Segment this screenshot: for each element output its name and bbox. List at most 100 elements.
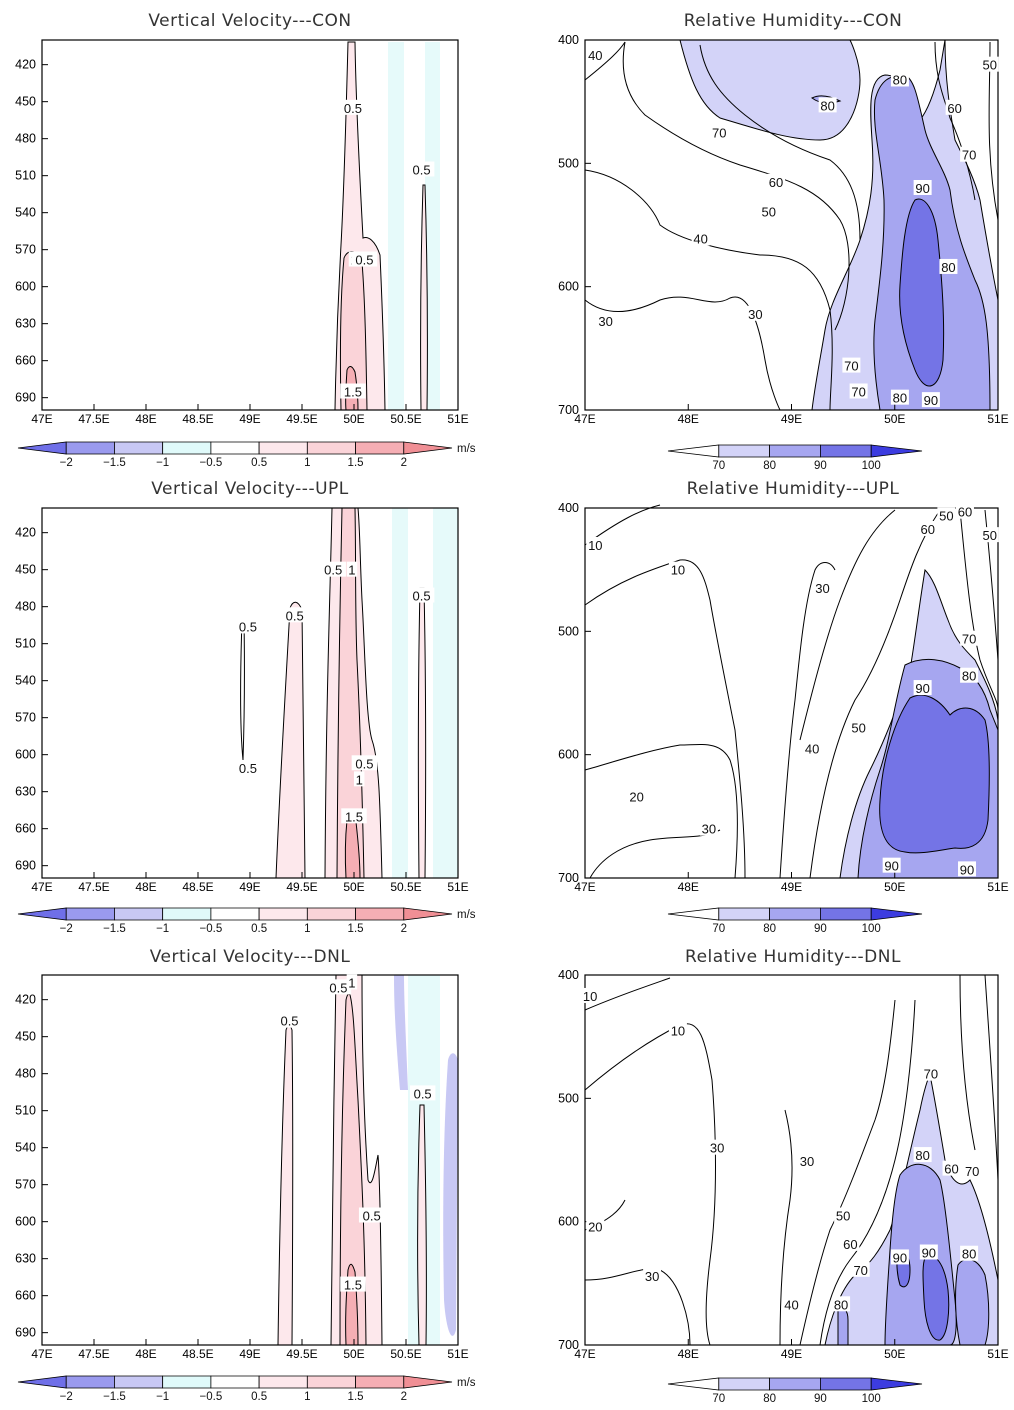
contour-label-bg xyxy=(235,618,261,634)
contour-label-bg xyxy=(980,56,999,72)
contour-label: 0.5 xyxy=(280,1014,298,1029)
contour-label-bg xyxy=(937,507,956,523)
x-tick-label: 50.5E xyxy=(390,880,421,894)
contour-label-bg xyxy=(913,680,932,696)
contour-label-bg xyxy=(340,383,366,399)
colorbar-label: 1.5 xyxy=(348,457,364,469)
contour-label: 1 xyxy=(348,563,355,578)
colorbar-label: 100 xyxy=(862,1393,881,1405)
colorbar-segment xyxy=(718,1377,770,1391)
contour-label-bg xyxy=(408,587,435,603)
colorbar-segment xyxy=(65,1375,115,1389)
y-tick-label: 630 xyxy=(15,1252,36,1266)
colorbar-segment xyxy=(667,1377,720,1391)
colorbar-segment xyxy=(306,441,356,455)
y-tick-label: 420 xyxy=(15,993,36,1007)
plot-frame xyxy=(41,974,459,1346)
y-tick-label: 600 xyxy=(15,1215,36,1229)
contour-label: 90 xyxy=(922,1246,936,1261)
weak-downdraft-region xyxy=(388,42,404,410)
contour-label-bg xyxy=(797,1153,816,1169)
colorbar-label: −2 xyxy=(60,457,73,469)
contour-label-bg xyxy=(918,520,937,536)
colorbar-label: −1 xyxy=(156,1391,169,1403)
contour-label: 0.5 xyxy=(239,761,257,776)
x-tick-label: 51E xyxy=(447,412,468,426)
contour-label: 60 xyxy=(944,1162,958,1177)
y-tick-label: 600 xyxy=(558,1215,579,1229)
contour-label: 20 xyxy=(588,1220,602,1235)
contour-label-bg xyxy=(803,740,822,756)
y-tick-label: 600 xyxy=(558,748,579,762)
contour-label: 30 xyxy=(710,1141,724,1156)
contour-label-bg xyxy=(586,1218,605,1234)
contour-label: 0.5 xyxy=(329,980,347,995)
x-tick-label: 48E xyxy=(135,880,156,894)
contour-label-bg xyxy=(813,580,832,596)
rh-dnl-lines xyxy=(584,974,999,1346)
x-tick-label: 48.5E xyxy=(182,880,213,894)
x-tick-label: 47E xyxy=(31,412,52,426)
colorbar-segment xyxy=(403,441,453,455)
y-tick-label: 400 xyxy=(558,33,579,47)
weak-downdraft-region xyxy=(443,1053,458,1336)
x-tick-label: 49E xyxy=(239,412,260,426)
contour-label: 80 xyxy=(915,1148,929,1163)
contour-label-bg xyxy=(409,1085,436,1101)
y-tick-label: 660 xyxy=(15,1289,36,1303)
colorbar-label: 1.5 xyxy=(348,1391,364,1403)
panel-vv-dnl: Vertical Velocity---DNL xyxy=(150,947,458,1346)
colorbar-segment xyxy=(17,907,67,921)
contour-label: 80 xyxy=(893,72,907,87)
contour-label: 90 xyxy=(915,681,929,696)
contour-label-bg xyxy=(643,1267,662,1283)
colorbar-segment xyxy=(403,1375,453,1389)
colorbar-segment xyxy=(718,907,770,921)
contour-90 xyxy=(899,198,945,387)
contour-label: 80 xyxy=(893,391,907,406)
y-tick-label: 690 xyxy=(15,859,36,873)
contour-label: 0.5 xyxy=(413,163,431,178)
colorbar-label: 0.5 xyxy=(251,923,267,935)
contour-0.5 xyxy=(420,184,428,411)
colorbar-segment xyxy=(355,1375,405,1389)
colorbar-segment xyxy=(769,444,821,458)
colorbar-segment xyxy=(667,907,720,921)
contour-label: 40 xyxy=(805,742,819,757)
y-tick-label: 450 xyxy=(15,95,36,109)
contour-label: 70 xyxy=(853,1263,867,1278)
contour-label: 60 xyxy=(958,505,972,520)
colorbar-label: 80 xyxy=(763,460,776,472)
contour-label-bg xyxy=(782,1296,801,1312)
contour-label: 40 xyxy=(784,1297,798,1312)
contour-label-bg xyxy=(767,173,786,189)
colorbar-segment xyxy=(114,441,164,455)
contour-label: 0.5 xyxy=(414,1086,432,1101)
panel-title-vv-con: Vertical Velocity---CON xyxy=(148,11,351,31)
contour-label-bg xyxy=(832,1296,851,1312)
x-tick-label: 49.5E xyxy=(286,880,317,894)
y-tick-label: 600 xyxy=(558,280,579,294)
x-tick-label: 49E xyxy=(239,1347,260,1361)
contour-label: 80 xyxy=(820,98,834,113)
y-tick-label: 510 xyxy=(15,169,36,183)
x-tick-label: 50E xyxy=(343,412,364,426)
weak-downdraft-region xyxy=(392,508,408,878)
contour-label: 60 xyxy=(843,1237,857,1252)
contour-label-bg xyxy=(890,71,909,87)
y-tick-label: 600 xyxy=(15,748,36,762)
contour-labels-layer: 0.50.510.51.5405080806070706090504080303… xyxy=(235,46,999,1312)
colorbar-label: 80 xyxy=(763,923,776,935)
contour-label: 50 xyxy=(851,721,865,736)
contour-label-bg xyxy=(346,974,358,990)
contour-label-bg xyxy=(939,258,958,274)
contour-label: 1 xyxy=(348,975,355,990)
contour-label-bg xyxy=(691,230,710,246)
y-tick-label: 630 xyxy=(15,785,36,799)
colorbar-segment xyxy=(162,1375,212,1389)
y-tick-label: 540 xyxy=(15,674,36,688)
weak-downdraft-region xyxy=(433,508,458,878)
contour-label: 30 xyxy=(748,307,762,322)
contour-0.5 xyxy=(417,1104,427,1346)
contour-label: 40 xyxy=(588,48,602,63)
